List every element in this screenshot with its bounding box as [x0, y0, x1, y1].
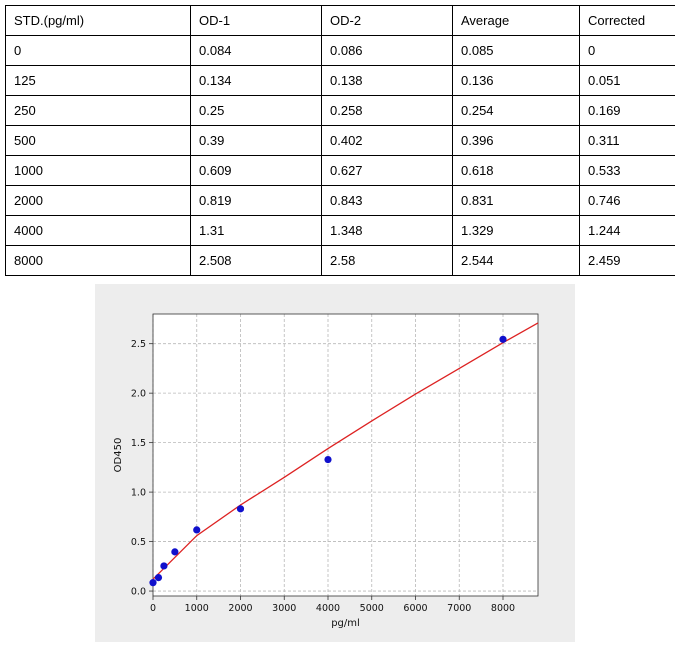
table-cell: 0.311 [579, 125, 675, 156]
chart-svg: 0 1000 2000 3000 4000 5000 6000 7000 8000 0.0 0.5 1… [113, 313, 539, 629]
table-row: 125 0.134 0.138 0.136 0.051 [5, 65, 675, 96]
table-row: 8000 2.508 2.58 2.544 2.459 [5, 245, 675, 276]
table-cell: 0.086 [321, 35, 453, 66]
y-tick-label: 1.0 [131, 488, 146, 499]
table-cell: 2.544 [452, 245, 580, 276]
table-cell: 250 [5, 95, 191, 126]
y-tick-label: 1.5 [131, 438, 146, 449]
table-cell: 0 [579, 35, 675, 66]
table-cell: 0.396 [452, 125, 580, 156]
column-header: OD-1 [190, 5, 322, 36]
column-header: Average [452, 5, 580, 36]
table-cell: 2.58 [321, 245, 453, 276]
table-cell: 0.843 [321, 185, 453, 216]
data-point [160, 562, 168, 570]
table-row: 500 0.39 0.402 0.396 0.311 [5, 125, 675, 156]
table-cell: 2.508 [190, 245, 322, 276]
table-cell: 4000 [5, 215, 191, 246]
data-point [499, 335, 507, 343]
table-cell: 0.402 [321, 125, 453, 156]
table-row: 0 0.084 0.086 0.085 0 [5, 35, 675, 66]
table-cell: 0.39 [190, 125, 322, 156]
data-point [236, 505, 245, 513]
data-point [149, 579, 157, 587]
x-tick-label: 5000 [360, 603, 384, 614]
table-cell: 1.244 [579, 215, 675, 246]
y-tick-label: 0.0 [131, 587, 146, 598]
header-row: STD.(pg/ml) OD-1 OD-2 Average Corrected [5, 5, 675, 36]
table-cell: 0.254 [452, 95, 580, 126]
table-row: 2000 0.819 0.843 0.831 0.746 [5, 185, 675, 216]
table-cell: 0 [5, 35, 191, 66]
table-cell: 1.348 [321, 215, 453, 246]
table-cell: 0.819 [190, 185, 322, 216]
x-tick-label: 0 [150, 603, 156, 614]
table-cell: 0.138 [321, 65, 453, 96]
y-tick-label: 2.5 [131, 339, 146, 350]
x-tick-label: 8000 [491, 603, 515, 614]
table-cell: 0.533 [579, 155, 675, 186]
table-cell: 0.831 [452, 185, 580, 216]
x-tick-label: 6000 [403, 603, 427, 614]
column-header: Corrected [579, 5, 675, 36]
table-cell: 1.31 [190, 215, 322, 246]
plot-frame [152, 313, 539, 597]
x-tick-label: 1000 [185, 603, 209, 614]
table-cell: 0.085 [452, 35, 580, 66]
x-tick-label: 4000 [316, 603, 340, 614]
table-cell: 0.258 [321, 95, 453, 126]
column-header: OD-2 [321, 5, 453, 36]
table-cell: 0.618 [452, 155, 580, 186]
data-point [171, 548, 179, 556]
standards-table: STD.(pg/ml) OD-1 OD-2 Average Corrected 0 0.08… [5, 5, 675, 276]
table-row: 4000 1.31 1.348 1.329 1.244 [5, 215, 675, 246]
y-tick-label: 2.0 [131, 389, 146, 400]
table-row: 1000 0.609 0.627 0.618 0.533 [5, 155, 675, 186]
table-cell: 0.627 [321, 155, 453, 186]
table-row: 250 0.25 0.258 0.254 0.169 [5, 95, 675, 126]
table-cell: 500 [5, 125, 191, 156]
table-cell: 0.746 [579, 185, 675, 216]
table-cell: 0.25 [190, 95, 322, 126]
column-header: STD.(pg/ml) [5, 5, 191, 36]
plot-area [153, 314, 538, 596]
x-tick-label: 7000 [447, 603, 471, 614]
x-axis-label: pg/ml [331, 618, 360, 629]
y-axis-label: OD450 [113, 438, 124, 473]
data-point [154, 573, 163, 582]
table-cell: 1.329 [452, 215, 580, 246]
x-tick-label: 2000 [228, 603, 252, 614]
table-cell: 2000 [5, 185, 191, 216]
standard-curve-chart: 0 1000 2000 3000 4000 5000 6000 7000 8000 0.0 0.5 1… [95, 284, 575, 642]
table-cell: 0.169 [579, 95, 675, 126]
table-cell: 2.459 [579, 245, 675, 276]
data-point [193, 526, 201, 534]
fit-curve [152, 322, 539, 580]
x-tick-label: 3000 [272, 603, 296, 614]
y-tick-label: 0.5 [131, 537, 146, 548]
data-point [324, 455, 332, 464]
table-cell: 1000 [5, 155, 191, 186]
table-cell: 0.609 [190, 155, 322, 186]
table-cell: 0.084 [190, 35, 322, 66]
table-cell: 0.134 [190, 65, 322, 96]
table-cell: 125 [5, 65, 191, 96]
table-cell: 0.136 [452, 65, 580, 96]
table-cell: 0.051 [579, 65, 675, 96]
table-body: STD.(pg/ml) OD-1 OD-2 Average Corrected 0 0.08… [5, 5, 675, 276]
table-cell: 8000 [5, 245, 191, 276]
